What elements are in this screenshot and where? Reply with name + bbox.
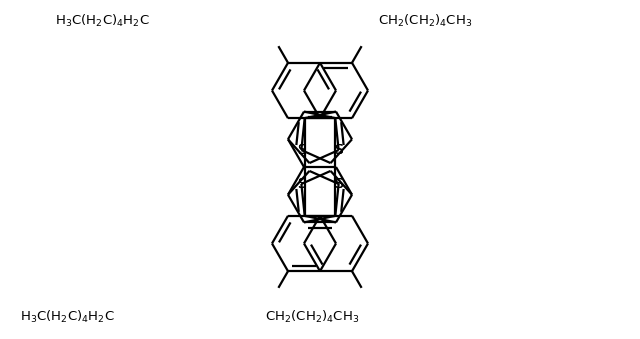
Text: H$_3$C(H$_2$C)$_4$H$_2$C: H$_3$C(H$_2$C)$_4$H$_2$C: [55, 13, 150, 29]
Text: S: S: [297, 177, 306, 191]
Text: CH$_2$(CH$_2$)$_4$CH$_3$: CH$_2$(CH$_2$)$_4$CH$_3$: [378, 13, 472, 29]
Text: S: S: [334, 143, 343, 157]
Text: S: S: [334, 177, 343, 191]
Text: S: S: [297, 143, 306, 157]
Text: CH$_2$(CH$_2$)$_4$CH$_3$: CH$_2$(CH$_2$)$_4$CH$_3$: [265, 309, 359, 325]
Text: S: S: [334, 177, 343, 191]
Text: S: S: [334, 143, 343, 157]
Text: H$_3$C(H$_2$C)$_4$H$_2$C: H$_3$C(H$_2$C)$_4$H$_2$C: [20, 309, 115, 325]
Text: S: S: [297, 177, 306, 191]
Text: S: S: [297, 143, 306, 157]
